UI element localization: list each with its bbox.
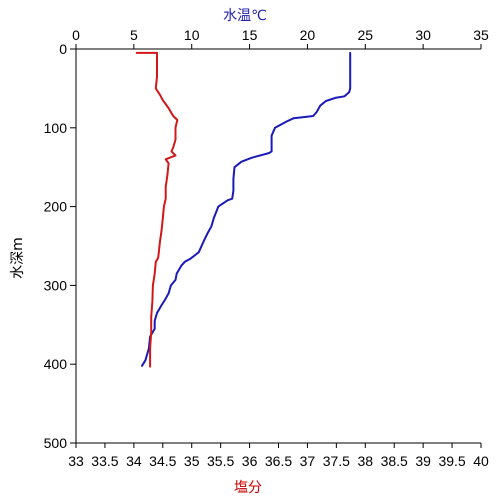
water-temperature-line (141, 51, 352, 367)
bottom-tick-label: 36.5 (265, 453, 292, 469)
top-tick-label: 15 (242, 27, 258, 43)
left-tick-label: 100 (44, 120, 68, 136)
bottom-tick-label: 37 (300, 453, 316, 469)
series-layer (135, 51, 352, 368)
bottom-tick-label: 38 (357, 453, 373, 469)
top-tick-label: 20 (300, 27, 316, 43)
top-tick-label: 25 (357, 27, 373, 43)
bottom-tick-label: 36 (242, 453, 258, 469)
top-tick-label: 30 (415, 27, 431, 43)
bottom-tick-label: 39.5 (438, 453, 465, 469)
bottom-tick-label: 34 (126, 453, 142, 469)
plot-frame (75, 48, 481, 444)
bottom-tick-label: 35.5 (207, 453, 234, 469)
top-tick-label: 5 (130, 27, 138, 43)
top-tick-label: 35 (473, 27, 489, 43)
bottom-tick-label: 39 (415, 453, 431, 469)
bottom-tick-label: 40 (473, 453, 489, 469)
bottom-tick-label: 38.5 (381, 453, 408, 469)
top-axis-ticks: 0 5 10 15 20 25 30 35 (72, 27, 489, 49)
left-tick-label: 300 (44, 277, 68, 293)
left-tick-label: 0 (59, 41, 67, 57)
bottom-tick-label: 34.5 (149, 453, 176, 469)
top-axis-title: 水温℃ (223, 8, 267, 24)
top-tick-label: 0 (72, 27, 80, 43)
bottom-tick-label: 33 (68, 453, 84, 469)
bottom-tick-label: 33.5 (91, 453, 118, 469)
left-tick-label: 500 (44, 435, 68, 451)
top-tick-label: 10 (184, 27, 200, 43)
bottom-tick-label: 37.5 (323, 453, 350, 469)
left-tick-label: 400 (44, 356, 68, 372)
left-axis-title: 水深m (10, 237, 26, 279)
left-axis-ticks: 0 100 200 300 400 500 (44, 41, 76, 451)
bottom-axis-ticks: 33 33.5 34 34.5 35 35.5 36 36.5 37 37.5 38 38.5 39 39… (68, 443, 489, 469)
bottom-tick-label: 35 (184, 453, 200, 469)
salinity-line (135, 51, 179, 368)
left-tick-label: 200 (44, 199, 68, 215)
bottom-axis-title: 塩分 (234, 480, 262, 496)
